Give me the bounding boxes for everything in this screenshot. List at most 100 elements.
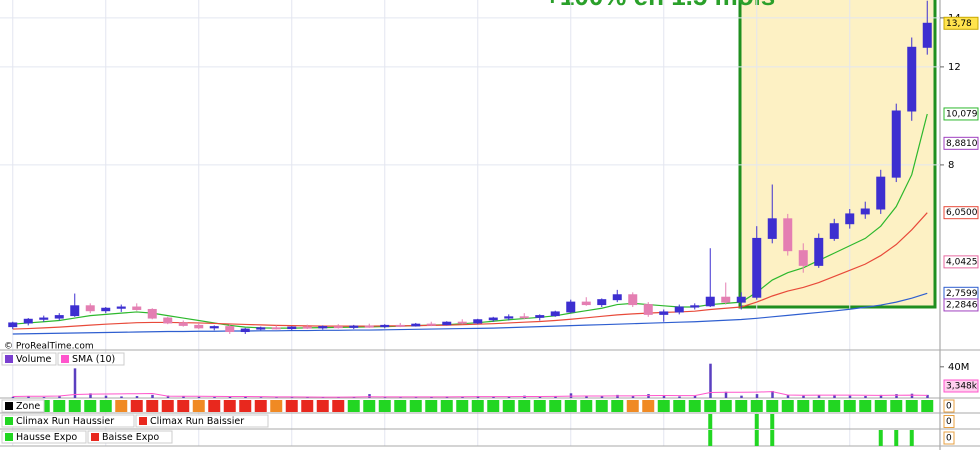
panel-value: 0 (946, 434, 952, 444)
candle-body (178, 322, 188, 326)
zone-bar (673, 400, 686, 412)
candle-body (380, 324, 390, 328)
zone-bar (905, 400, 918, 412)
zone-bar (921, 400, 934, 412)
legend-label: Climax Run Haussier (16, 416, 114, 427)
zone-bar (657, 400, 670, 412)
candle-body (550, 311, 560, 317)
zone-bar (208, 400, 221, 412)
signal-bar (708, 414, 713, 429)
legend-label: SMA (10) (72, 354, 115, 365)
legend-swatch (91, 433, 99, 441)
candle-body (194, 324, 204, 329)
legend-label: Hausse Expo (16, 432, 77, 443)
zone-bar (84, 400, 97, 412)
candle-body (721, 296, 731, 303)
volume-bar (693, 395, 697, 398)
zone-bar (285, 400, 298, 412)
price-label-box (943, 107, 979, 121)
candle-body (504, 316, 514, 319)
zone-bar (611, 400, 624, 412)
signal-bar (770, 414, 775, 429)
price-label: 10,079 (946, 109, 978, 119)
panel-value-box (943, 399, 955, 413)
candle-body (643, 304, 653, 315)
overlay-line (12, 113, 928, 329)
zone-bar (890, 400, 903, 412)
volume-bar (383, 397, 387, 398)
zone-bar (719, 400, 732, 412)
candle-body (736, 296, 746, 303)
candle-body (519, 316, 529, 319)
volume-bar (135, 396, 139, 398)
candle-body (333, 326, 343, 329)
volume-bar (290, 397, 294, 398)
candle-body (116, 306, 126, 309)
zone-bar (378, 400, 391, 412)
zone-bar (518, 400, 531, 412)
candle-body (597, 299, 607, 306)
legend-swatch (5, 433, 13, 441)
zone-bar (642, 400, 655, 412)
legend-label: Climax Run Baissier (150, 416, 244, 427)
zone-bar (781, 400, 794, 412)
candle-body (256, 327, 266, 330)
signal-bar (708, 430, 713, 446)
candle-body (132, 306, 142, 310)
zone-bar (828, 400, 841, 412)
price-label: 13,78 (946, 19, 972, 29)
volume-bar (600, 396, 604, 398)
zone-bar (332, 400, 345, 412)
zone-bar (177, 400, 190, 412)
zone-bar (843, 400, 856, 412)
candle-body (891, 110, 901, 178)
legend-swatch (5, 402, 13, 410)
legend-box (1, 430, 87, 444)
candle-body (860, 208, 870, 215)
volume-bar (461, 396, 464, 398)
panel-value-box (943, 379, 979, 393)
zone-bar (704, 400, 717, 412)
candle-body (845, 213, 855, 225)
zone-bar (347, 400, 360, 412)
zone-bar (363, 400, 376, 412)
volume-bar (151, 394, 154, 398)
volume-bar (740, 395, 743, 398)
volume-bar (414, 397, 418, 398)
volume-bar (27, 396, 30, 398)
zone-bar (874, 400, 887, 412)
zone-bar (859, 400, 872, 412)
zone-bar (99, 400, 112, 412)
volume-bar (771, 390, 774, 398)
volume-bar (585, 395, 588, 398)
volume-bar (802, 395, 805, 398)
candle-body (349, 325, 359, 328)
volume-bar (848, 395, 852, 398)
zone-bar (161, 400, 174, 412)
zone-bar (626, 400, 639, 412)
volume-bar (89, 393, 92, 398)
volume-bar (538, 396, 542, 398)
volume-bar (58, 395, 61, 398)
candle-body (271, 327, 281, 330)
candle-body (628, 294, 638, 306)
zone-bar (146, 400, 159, 412)
candle-body (829, 223, 839, 239)
candle-body (767, 218, 777, 239)
volume-bar (42, 397, 46, 398)
candle-body (488, 317, 498, 321)
volume-bar (259, 397, 263, 398)
candle-body (674, 306, 684, 313)
candle-body (70, 305, 80, 317)
candle-body (85, 305, 95, 312)
volume-bar (228, 396, 232, 398)
candle-body (23, 318, 33, 324)
volume-bar (399, 397, 402, 398)
candle-body (411, 323, 421, 327)
volume-bar (244, 396, 247, 398)
axis-strip (940, 0, 980, 450)
zone-bar (440, 400, 453, 412)
volume-bar (755, 394, 759, 398)
candle-body (752, 237, 762, 298)
